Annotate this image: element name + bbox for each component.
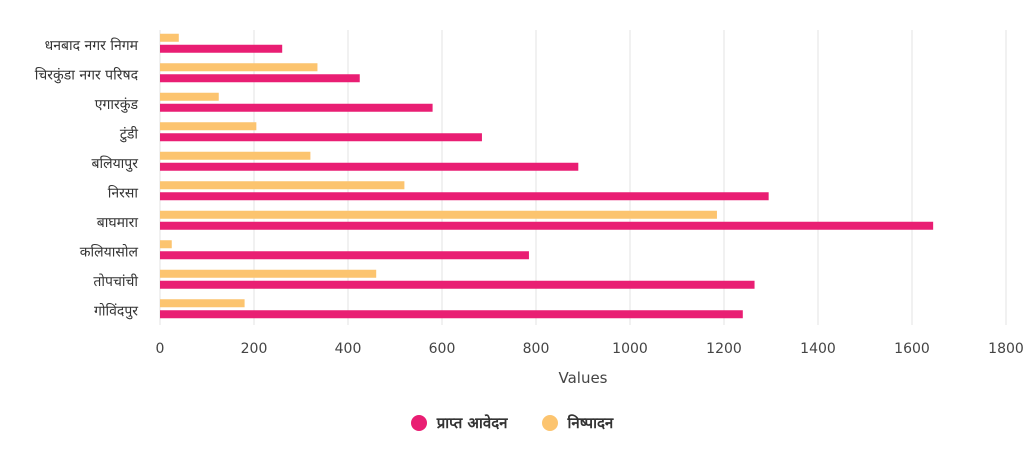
bar-disposed[interactable]	[160, 92, 219, 101]
x-tick-label: 1000	[612, 341, 648, 357]
legend-label: प्राप्त आवेदन	[436, 414, 508, 432]
x-tick-label: 800	[523, 341, 550, 357]
bar-received[interactable]	[160, 133, 482, 142]
category-label: बलियापुर	[91, 155, 138, 172]
x-tick-label: 600	[429, 341, 456, 357]
bar-disposed[interactable]	[160, 151, 311, 160]
bars	[160, 33, 934, 319]
x-tick-label: 1800	[988, 341, 1024, 357]
x-tick-label: 0	[156, 341, 165, 357]
legend-label: निष्पादन	[567, 414, 614, 432]
category-label: तोपचांची	[93, 273, 138, 290]
category-label: कलियासोल	[80, 243, 139, 260]
category-label: चिरकुंडा नगर परिषद	[35, 66, 139, 83]
x-tick-label: 400	[335, 341, 362, 357]
bar-received[interactable]	[160, 251, 529, 260]
bar-disposed[interactable]	[160, 122, 257, 131]
x-tick-label: 1400	[800, 341, 836, 357]
bar-disposed[interactable]	[160, 299, 245, 308]
legend-marker	[410, 415, 427, 431]
bar-received[interactable]	[160, 310, 743, 319]
x-axis-title: Values	[558, 369, 607, 387]
bar-received[interactable]	[160, 221, 934, 230]
bar-disposed[interactable]	[160, 63, 318, 72]
legend-item-received[interactable]: प्राप्त आवेदन	[410, 413, 508, 433]
category-label: टुंडी	[119, 125, 138, 142]
bar-received[interactable]	[160, 280, 755, 289]
bar-received[interactable]	[160, 74, 360, 83]
category-label: गोविंदपुर	[94, 302, 138, 319]
bar-disposed[interactable]	[160, 269, 377, 278]
category-label: धनबाद नगर निगम	[45, 37, 139, 54]
bar-disposed[interactable]	[160, 33, 179, 42]
x-tick-label: 1200	[706, 341, 742, 357]
bar-received[interactable]	[160, 162, 579, 171]
category-label: एगारकुंड	[95, 97, 139, 113]
x-tick-label: 1600	[894, 341, 930, 357]
legend: प्राप्त आवेदन निष्पादन	[0, 408, 1024, 438]
bar-disposed[interactable]	[160, 181, 405, 190]
category-labels: धनबाद नगर निगम चिरकुंडा नगर परिषद एगारकुंड…	[35, 37, 139, 320]
legend-marker	[541, 415, 558, 431]
bar-received[interactable]	[160, 44, 283, 53]
bar-disposed[interactable]	[160, 210, 717, 219]
category-label: निरसा	[108, 184, 139, 201]
x-tick-label: 200	[241, 341, 268, 357]
x-tick-labels: 0 200 400 600 800 1000 1200 1400 1600 1800	[156, 341, 1024, 357]
legend-item-disposed[interactable]: निष्पादन	[541, 413, 614, 433]
category-label: बाघमारा	[97, 215, 139, 231]
bar-received[interactable]	[160, 192, 769, 201]
bar-received[interactable]	[160, 103, 433, 112]
bar-chart: धनबाद नगर निगम चिरकुंडा नगर परिषद एगारकुंड…	[35, 30, 1024, 387]
bar-disposed[interactable]	[160, 240, 172, 249]
